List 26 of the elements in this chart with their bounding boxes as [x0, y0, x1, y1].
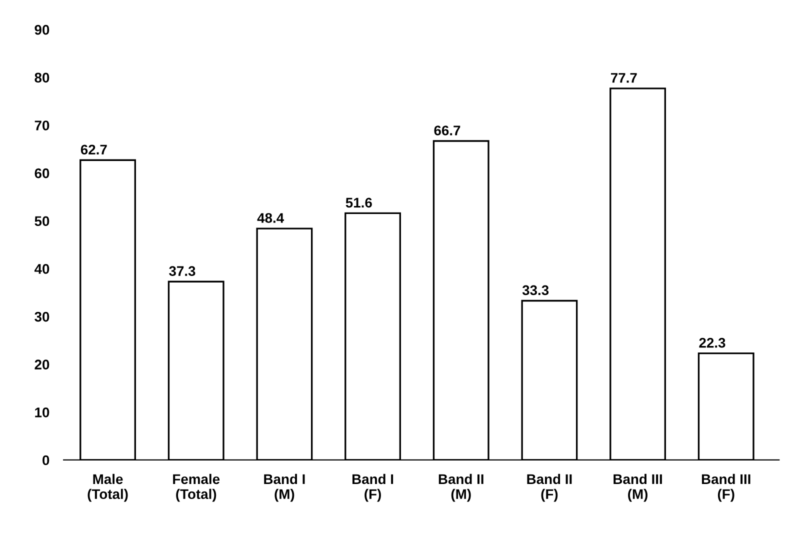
data-label: 66.7: [434, 126, 460, 136]
data-label: 51.6: [346, 198, 372, 208]
y-tick-label: 80: [34, 72, 50, 83]
x-tick-label: Band II (F): [527, 474, 572, 502]
y-tick-label: 0: [42, 455, 50, 466]
x-tick-label: Female (Total): [173, 474, 220, 502]
data-label: 62.7: [80, 144, 107, 155]
y-tick-label: 40: [34, 264, 50, 274]
y-tick-label: 30: [34, 312, 50, 322]
y-tick-label: 10: [35, 408, 50, 418]
x-tick-label: Male (Total): [88, 474, 128, 502]
data-label: 22.3: [699, 338, 726, 348]
x-tick-label: Band II (M): [438, 474, 484, 502]
y-tick-label: 20: [34, 360, 50, 370]
data-label: 48.4: [257, 213, 284, 223]
x-tick-label: Band III (M): [614, 474, 662, 502]
y-tick-label: 60: [34, 168, 50, 178]
y-tick-label: 90: [34, 24, 50, 35]
x-tick-label: Band I (F): [352, 474, 394, 502]
data-label: 37.3: [169, 266, 196, 276]
data-label: 33.3: [522, 285, 549, 296]
x-tick-label: Band III (F): [702, 474, 750, 502]
y-tick-label: 50: [34, 216, 50, 226]
y-tick-label: 70: [34, 120, 50, 130]
x-tick-label: Band I (M): [264, 474, 305, 502]
data-label: 77.7: [610, 73, 637, 83]
